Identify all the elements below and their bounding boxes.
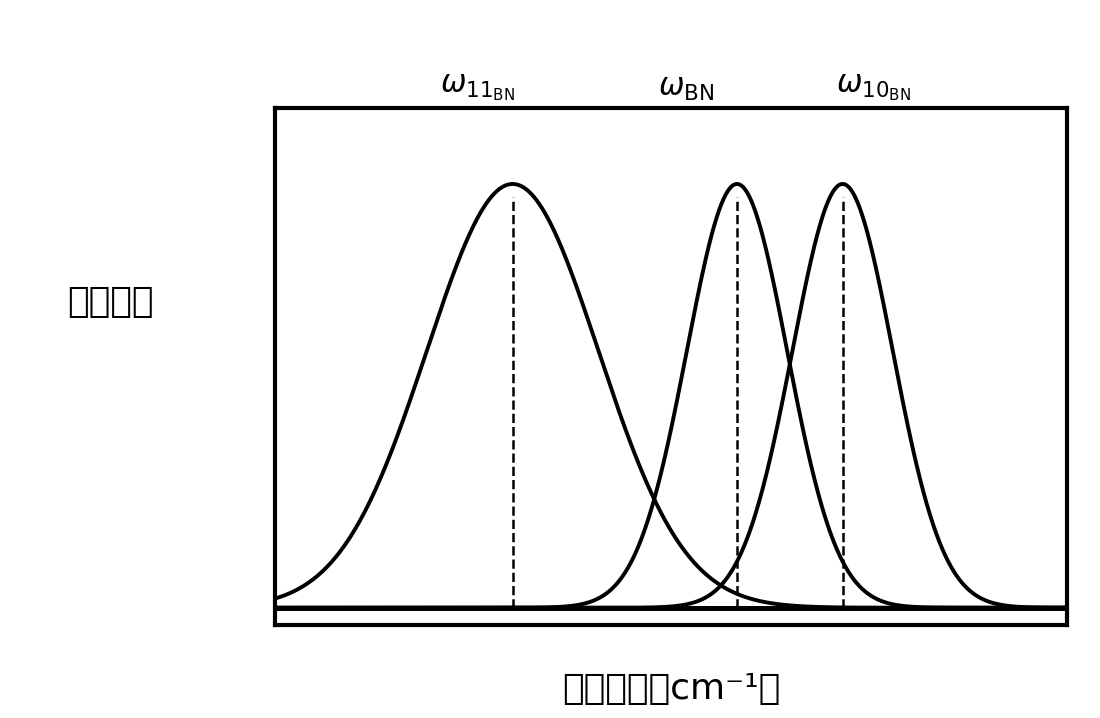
Text: $\omega_{10_{\mathrm{BN}}}$: $\omega_{10_{\mathrm{BN}}}$ [836,72,911,103]
Text: $\omega_{11_{\mathrm{BN}}}$: $\omega_{11_{\mathrm{BN}}}$ [440,72,515,103]
Text: 拉曼位移（cm⁻¹）: 拉曼位移（cm⁻¹） [562,672,780,707]
Text: $\omega_{\mathrm{BN}}$: $\omega_{\mathrm{BN}}$ [658,73,714,103]
Text: 相对强度: 相对强度 [67,284,153,319]
